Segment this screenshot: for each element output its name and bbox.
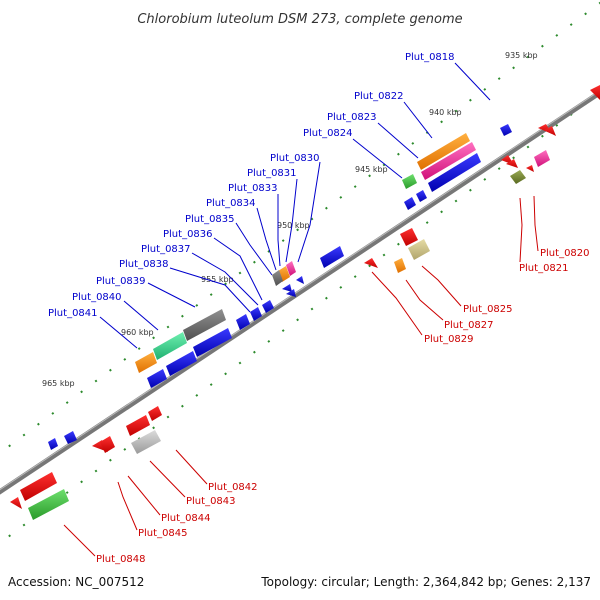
gene-plut-0822[interactable] (417, 133, 470, 170)
gene-label[interactable]: Plut_0840 (72, 292, 122, 303)
gene-red[interactable] (10, 497, 22, 509)
gene-plut-0818[interactable] (500, 124, 512, 136)
plus-leader-lines (99, 62, 491, 349)
outer-tick-ring (0, 1, 600, 455)
gene-red[interactable] (506, 159, 518, 168)
gene-plut-0827[interactable] (394, 258, 406, 273)
gene-small[interactable] (48, 438, 58, 450)
gene-blue-mid[interactable] (166, 351, 197, 376)
gene-plut-0840[interactable] (236, 314, 250, 330)
gene-plut-0839[interactable] (250, 307, 262, 321)
gene-plut-0837[interactable] (286, 289, 296, 297)
gene-plut-0831[interactable] (286, 261, 296, 276)
gene-small[interactable] (404, 197, 416, 210)
kbp-label: 935 kbp (505, 51, 538, 60)
gene-label[interactable]: Plut_0836 (163, 229, 213, 240)
gene-red[interactable] (544, 126, 556, 136)
minus-leader-lines (63, 195, 539, 557)
genome-summary-text: Topology: circular; Length: 2,364,842 bp… (260, 575, 591, 589)
gene-label[interactable]: Plut_0841 (48, 308, 98, 319)
gene-label[interactable]: Plut_0821 (519, 263, 569, 274)
gene-label[interactable]: Plut_0822 (354, 91, 404, 102)
gene-plut-0838[interactable] (262, 300, 274, 313)
gene-plut-0824[interactable] (402, 174, 417, 189)
kbp-label: 950 kbp (277, 221, 310, 230)
gene-small[interactable] (64, 431, 77, 444)
accession-text: Accession: NC_007512 (8, 575, 144, 589)
kbp-label: 965 kbp (42, 379, 75, 388)
gene-label[interactable]: Plut_0844 (161, 513, 211, 524)
gene-label[interactable]: Plut_0848 (96, 554, 146, 565)
inner-tick-ring (0, 91, 600, 545)
kbp-label: 955 kbp (201, 275, 234, 284)
gene-label[interactable]: Plut_0825 (463, 304, 513, 315)
gene-red-long[interactable] (20, 472, 57, 501)
gene-label[interactable]: Plut_0834 (206, 198, 256, 209)
kbp-scale: 935 kbp 940 kbp 945 kbp 950 kbp 955 kbp … (42, 51, 538, 388)
gene-label[interactable]: Plut_0838 (119, 259, 169, 270)
minus-gene-labels: Plut_0820 Plut_0821 Plut_0825 Plut_0827 … (96, 248, 590, 565)
gene-pink[interactable] (534, 150, 550, 167)
gene-plut-0841[interactable] (183, 309, 226, 341)
gene-plut-0836[interactable] (282, 284, 292, 292)
kbp-label: 940 kbp (429, 108, 462, 117)
gene-label[interactable]: Plut_0845 (138, 528, 188, 539)
gene-small[interactable] (416, 190, 427, 202)
gene-plut-0825[interactable] (408, 239, 430, 260)
gene-plut-0842[interactable] (126, 415, 150, 436)
gene-label[interactable]: Plut_0837 (141, 244, 191, 255)
kbp-label: 960 kbp (121, 328, 154, 337)
gene-label[interactable]: Plut_0823 (327, 112, 377, 123)
gene-blue-long[interactable] (193, 328, 232, 357)
gene-label[interactable]: Plut_0839 (96, 276, 146, 287)
gene-orange[interactable] (135, 352, 157, 373)
plus-gene-labels: Plut_0818 Plut_0822 Plut_0823 Plut_0824 … (48, 52, 455, 319)
gene-red-mid[interactable] (400, 228, 418, 246)
gene-plut-0845[interactable] (100, 436, 115, 453)
gene-plut-0830[interactable] (320, 246, 344, 268)
gene-label[interactable]: Plut_0818 (405, 52, 455, 63)
gene-arrow[interactable] (590, 85, 600, 100)
gene-label[interactable]: Plut_0827 (444, 320, 494, 331)
gene-plut-0823[interactable] (421, 142, 476, 180)
kbp-label: 945 kbp (355, 165, 388, 174)
gene-teal[interactable] (153, 332, 187, 360)
gene-plut-0835[interactable] (272, 270, 283, 286)
map-title: Chlorobium luteolum DSM 273, complete ge… (137, 12, 462, 27)
gene-label[interactable]: Plut_0829 (424, 334, 474, 345)
gene-plut-0820[interactable] (510, 170, 526, 184)
gene-label[interactable]: Plut_0824 (303, 128, 353, 139)
gene-label[interactable]: Plut_0835 (185, 214, 235, 225)
gene-plut-0823b[interactable] (428, 153, 481, 192)
gene-plut-0821[interactable] (526, 165, 534, 172)
gene-label[interactable]: Plut_0843 (186, 496, 236, 507)
gene-plut-0848[interactable] (28, 489, 69, 520)
gene-label[interactable]: Plut_0820 (540, 248, 590, 259)
gene-plut-0829[interactable] (364, 258, 378, 268)
gene-label[interactable]: Plut_0830 (270, 153, 320, 164)
genome-backbone-highlight (0, 90, 600, 491)
gene-blue-short[interactable] (147, 369, 167, 388)
genome-backbone (0, 89, 600, 495)
gene-label[interactable]: Plut_0842 (208, 482, 258, 493)
gene-label[interactable]: Plut_0833 (228, 183, 278, 194)
gene-red[interactable] (148, 406, 162, 421)
minus-strand-genes (10, 124, 556, 520)
gene-label[interactable]: Plut_0831 (247, 168, 297, 179)
plus-strand-genes (48, 85, 600, 450)
gene-plut-0833[interactable] (296, 276, 304, 284)
gene-plut-0843[interactable] (131, 430, 161, 454)
